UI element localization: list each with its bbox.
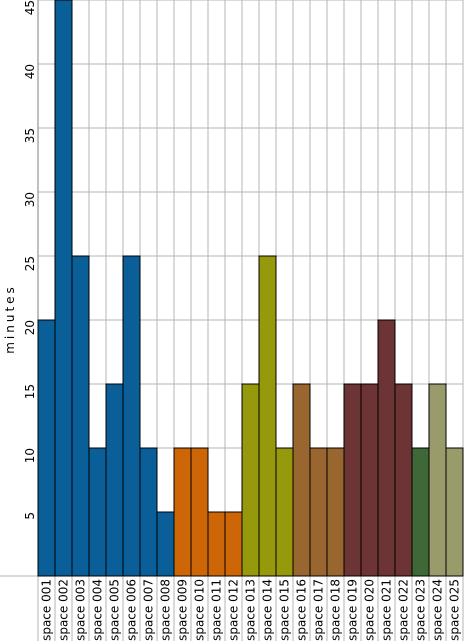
y-tick-label: 25 xyxy=(23,256,37,271)
y-axis-label: minutes xyxy=(3,284,17,354)
bar xyxy=(122,255,141,577)
bars xyxy=(37,0,464,577)
y-tick-label: 20 xyxy=(23,320,37,335)
bar xyxy=(428,383,447,577)
x-tick-label: space 004 xyxy=(91,579,105,641)
x-tick-label: space 021 xyxy=(380,579,394,641)
y-tick-label: 15 xyxy=(23,384,37,399)
x-tick-label: space 022 xyxy=(397,579,411,641)
bar xyxy=(360,383,379,577)
bar xyxy=(275,447,294,577)
x-tick-labels: space 001 space 002 space 003 space 004 spac… xyxy=(40,579,462,641)
x-tick-label: space 007 xyxy=(142,579,156,641)
x-tick-label: space 020 xyxy=(363,579,377,641)
x-tick-label: space 008 xyxy=(159,579,173,641)
x-tick-label: space 002 xyxy=(57,579,71,641)
bar xyxy=(241,383,260,577)
x-tick-label: space 006 xyxy=(125,579,139,641)
x-tick-label: space 005 xyxy=(108,579,122,641)
y-tick-label: 35 xyxy=(23,128,37,143)
x-tick-label: space 011 xyxy=(210,579,224,641)
x-tick-label: space 010 xyxy=(193,579,207,641)
x-tick-label: space 012 xyxy=(227,579,241,641)
bar xyxy=(139,447,158,577)
x-tick-label: space 009 xyxy=(176,579,190,641)
bar xyxy=(411,447,430,577)
y-tick-label: 45 xyxy=(23,0,37,15)
bar xyxy=(105,383,124,577)
bar xyxy=(309,447,328,577)
bar xyxy=(377,319,396,577)
x-tick-label: space 003 xyxy=(74,579,88,641)
bar xyxy=(71,255,90,577)
bar xyxy=(37,319,56,577)
x-tick-label: space 014 xyxy=(261,579,275,641)
y-tick-label: 30 xyxy=(23,192,37,207)
x-tick-label: space 015 xyxy=(278,579,292,641)
x-tick-label: space 018 xyxy=(329,579,343,641)
x-tick-label: space 019 xyxy=(346,579,360,641)
x-tick-label: space 023 xyxy=(414,579,428,641)
bar xyxy=(224,511,243,577)
bar xyxy=(156,511,175,577)
bar xyxy=(88,447,107,577)
bar xyxy=(445,447,464,577)
bar xyxy=(343,383,362,577)
x-tick-label: space 024 xyxy=(431,579,445,641)
bar xyxy=(394,383,413,577)
bar xyxy=(292,383,311,577)
y-tick-labels: 5 10 15 20 25 30 35 40 45 xyxy=(23,0,37,520)
x-tick-label: space 016 xyxy=(295,579,309,641)
x-tick-label: space 001 xyxy=(40,579,54,641)
bar xyxy=(190,447,209,577)
y-tick-label: 10 xyxy=(23,448,37,463)
y-tick-label: 5 xyxy=(23,512,37,520)
x-tick-label: space 025 xyxy=(448,579,462,641)
x-tick-label: space 013 xyxy=(244,579,258,641)
bar xyxy=(326,447,345,577)
bar xyxy=(54,0,73,577)
bar xyxy=(258,255,277,577)
y-tick-label: 40 xyxy=(23,64,37,79)
x-tick-label: space 017 xyxy=(312,579,326,641)
bar xyxy=(173,447,192,577)
bar xyxy=(207,511,226,577)
